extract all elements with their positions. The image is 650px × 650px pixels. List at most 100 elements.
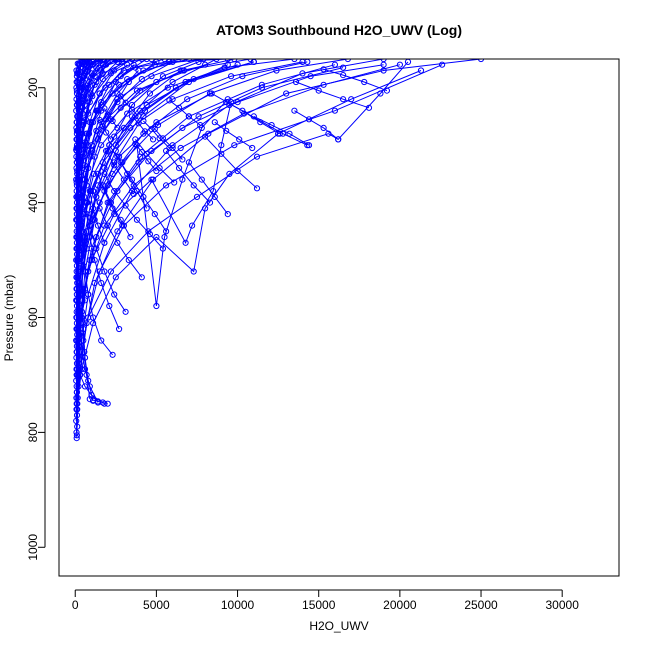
series-line [97, 173, 123, 226]
data-point [163, 182, 170, 189]
series-line [84, 202, 127, 313]
series-layer [73, 59, 485, 442]
data-point [122, 202, 129, 209]
data-point [166, 97, 173, 104]
data-point [73, 176, 80, 183]
data-point [81, 297, 89, 304]
data-point [81, 268, 89, 275]
plot-frame [58, 58, 620, 577]
data-point [135, 120, 142, 127]
data-point [146, 231, 153, 238]
data-point [128, 106, 136, 113]
data-point [76, 331, 83, 338]
data-point [112, 142, 119, 149]
data-point [73, 119, 80, 126]
data-point [114, 228, 121, 235]
data-point [361, 78, 368, 86]
data-point [176, 104, 183, 111]
data-point [75, 383, 82, 390]
data-point [99, 123, 106, 130]
data-point [127, 234, 134, 241]
series-line [169, 100, 201, 126]
series-33 [73, 59, 298, 269]
data-point [80, 211, 87, 218]
data-point [180, 67, 188, 74]
data-point [151, 126, 158, 133]
data-point [135, 113, 142, 120]
data-point [133, 87, 140, 94]
data-point [94, 222, 102, 229]
y-tick-label: 200 [26, 77, 40, 97]
data-point [211, 193, 218, 200]
data-point [107, 70, 115, 77]
data-point [81, 366, 89, 373]
data-point [224, 211, 231, 218]
data-point [73, 251, 81, 258]
data-point [417, 67, 425, 74]
data-point [73, 257, 80, 264]
data-point [231, 142, 238, 149]
data-point [73, 432, 81, 439]
y-tick-label: 400 [26, 192, 40, 212]
data-point [104, 222, 111, 229]
data-point [73, 377, 80, 384]
data-point [211, 119, 218, 126]
data-point [141, 128, 149, 135]
data-point [106, 302, 113, 310]
data-point [73, 142, 81, 149]
data-point [73, 320, 81, 327]
data-point [331, 107, 338, 114]
data-point [120, 67, 128, 74]
data-point [74, 60, 81, 67]
data-point [120, 176, 128, 183]
data-point [90, 314, 97, 321]
data-point [73, 96, 80, 103]
series-89 [185, 159, 231, 218]
data-point [234, 99, 241, 106]
x-tick-label: 20000 [383, 598, 417, 612]
series-74 [81, 199, 129, 315]
data-point [151, 211, 158, 218]
series-101 [101, 105, 121, 132]
data-point [90, 397, 97, 404]
data-point [146, 90, 153, 97]
data-point [340, 72, 347, 79]
data-point [148, 176, 155, 183]
data-point [90, 205, 97, 212]
series-line [103, 108, 118, 129]
data-point [114, 153, 121, 160]
data-point [85, 110, 92, 117]
series-88 [163, 147, 214, 206]
data-point [156, 135, 163, 142]
series-line [295, 81, 370, 109]
series-95 [320, 66, 390, 94]
data-point [109, 117, 116, 125]
y-axis-label: Pressure (mbar) [2, 275, 16, 362]
data-point [253, 153, 261, 160]
series-80 [75, 297, 89, 350]
data-point [143, 101, 150, 109]
data-point [198, 176, 205, 183]
data-point [84, 199, 91, 206]
data-point [320, 66, 327, 73]
series-93 [250, 113, 313, 149]
data-point [159, 73, 166, 80]
data-point [148, 126, 155, 133]
data-point [109, 170, 116, 177]
data-point [176, 165, 183, 172]
data-point [73, 216, 80, 223]
data-point [86, 188, 93, 195]
data-point [195, 113, 202, 120]
data-point [111, 188, 118, 195]
data-point [93, 234, 100, 241]
data-point [99, 159, 106, 166]
data-point [117, 216, 124, 223]
data-point [380, 67, 387, 74]
series-line [76, 98, 229, 307]
x-tick-label: 15000 [302, 598, 336, 612]
data-point [140, 117, 147, 125]
series-line [116, 156, 148, 209]
data-point [90, 188, 97, 195]
data-point [133, 188, 140, 195]
data-point [190, 182, 197, 189]
